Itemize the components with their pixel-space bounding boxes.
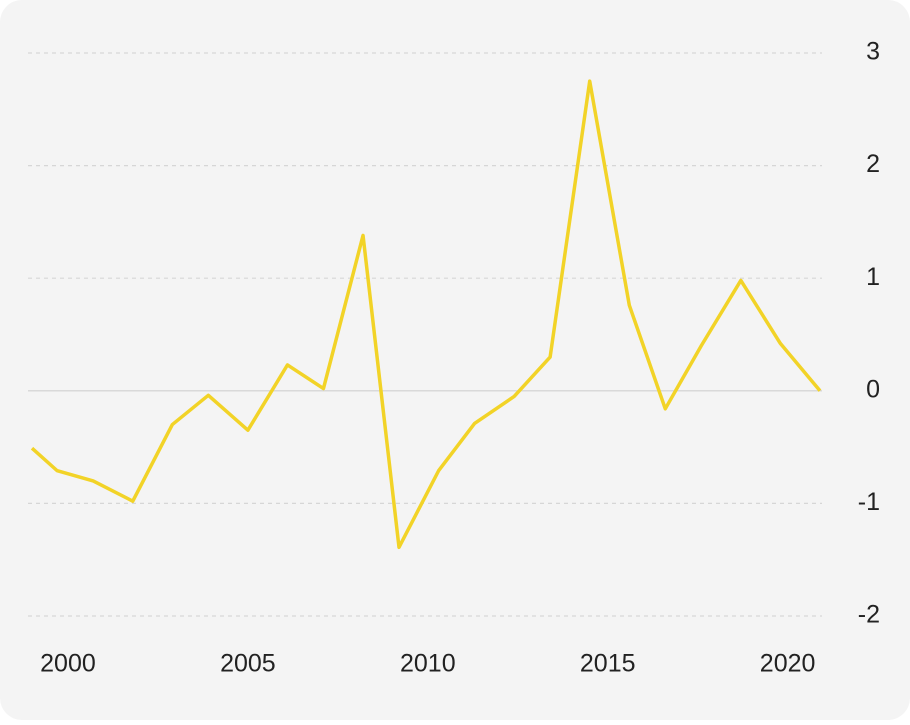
x-tick-label: 2005 — [220, 650, 276, 678]
y-tick-label: 1 — [866, 263, 880, 291]
x-tick-label: 2000 — [40, 650, 96, 678]
x-tick-label: 2020 — [760, 650, 816, 678]
x-tick-label: 2015 — [580, 650, 636, 678]
x-tick-label: 2010 — [400, 650, 456, 678]
data-line — [30, 79, 822, 550]
y-tick-label: -1 — [858, 488, 880, 516]
y-tick-label: 2 — [866, 150, 880, 178]
y-tick-label: 0 — [866, 375, 880, 403]
y-tick-label: 3 — [866, 38, 880, 66]
y-tick-label: -2 — [858, 601, 880, 629]
